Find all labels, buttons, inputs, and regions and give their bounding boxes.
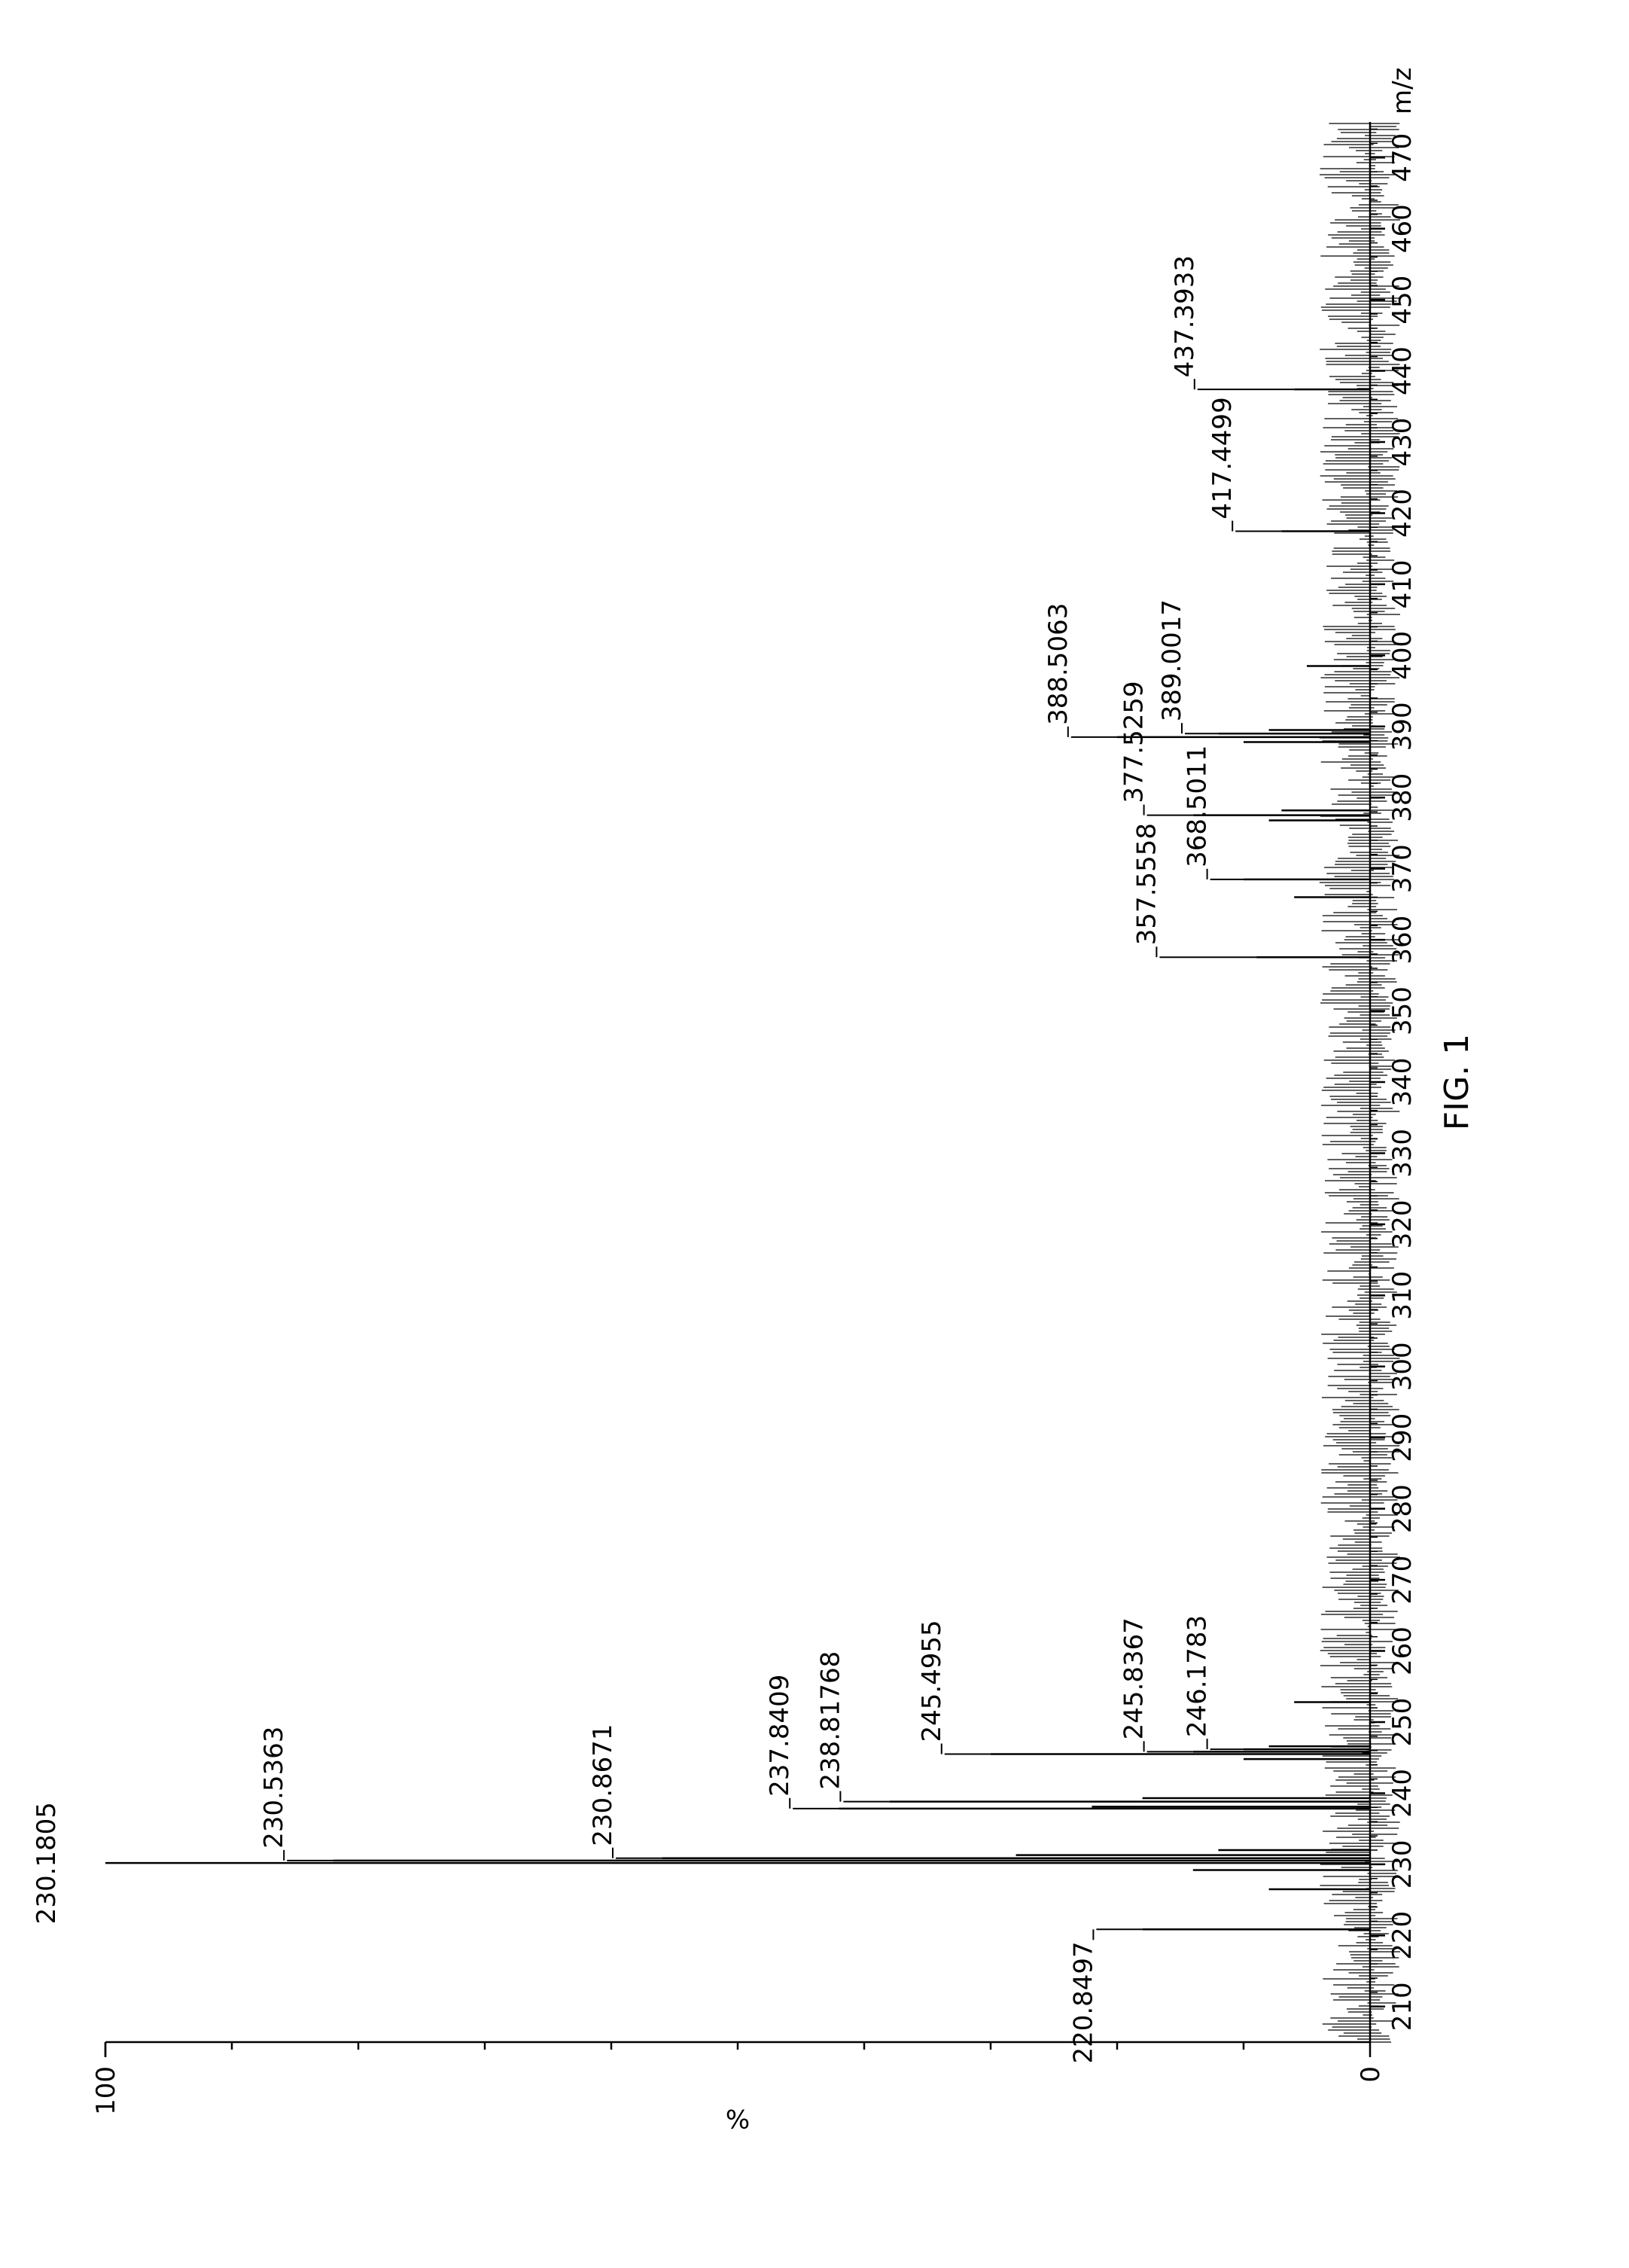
- peak-label: 230.5363: [259, 1727, 289, 1849]
- x-tick-label: 250: [1387, 1698, 1417, 1747]
- peak-label: 238.81768: [815, 1651, 845, 1790]
- peak-label: 245.4955: [917, 1620, 947, 1742]
- x-tick-label: 210: [1387, 1982, 1417, 2031]
- x-tick-label: 330: [1387, 1129, 1417, 1178]
- peak-label: 417.4499: [1207, 397, 1238, 519]
- x-tick-label: 290: [1387, 1413, 1417, 1462]
- peak-label: 230.8671: [588, 1724, 618, 1846]
- peak-label: 246.1783: [1183, 1615, 1213, 1737]
- x-tick-label: 460: [1387, 204, 1417, 253]
- x-tick-label: 310: [1387, 1271, 1417, 1320]
- x-tick-label: 230: [1387, 1840, 1417, 1888]
- mass-spectrum-figure: 0100%21022023024025026027028029030031032…: [0, 0, 1629, 2268]
- peak-label: 388.5063: [1043, 603, 1073, 725]
- x-tick-label: 380: [1387, 773, 1417, 822]
- labeled-peaks: 220.8497 230.1805 230.5363 230.8671 237.8409…: [32, 255, 1370, 2064]
- peak-label: 230.1805: [32, 1802, 62, 1924]
- x-tick-label: 260: [1387, 1626, 1417, 1675]
- peak-label: 357.5558: [1131, 823, 1162, 945]
- peak-label: 220.8497: [1068, 1941, 1098, 2063]
- x-tick-label: 340: [1387, 1058, 1417, 1107]
- peak-label: 368.5011: [1183, 745, 1213, 867]
- y-axis-label: %: [726, 2103, 750, 2133]
- peak-label: 437.3933: [1170, 255, 1200, 377]
- x-tick-label: 400: [1387, 631, 1417, 680]
- x-tick-label: 270: [1387, 1556, 1417, 1605]
- peak-label: 237.8409: [765, 1675, 795, 1797]
- x-tick-label: 410: [1387, 559, 1417, 608]
- x-tick-label: 320: [1387, 1200, 1417, 1248]
- y-tick-label: 0: [1356, 2066, 1386, 2083]
- peak-label: 377.5259: [1119, 681, 1149, 803]
- x-axis-label: m/z: [1387, 68, 1417, 114]
- x-tick-label: 280: [1387, 1484, 1417, 1533]
- figure-caption: FIG. 1: [1438, 1034, 1476, 1130]
- x-tick-label: 370: [1387, 844, 1417, 893]
- x-tick-label: 350: [1387, 986, 1417, 1035]
- axes: 0100%21022023024025026027028029030031032…: [91, 68, 1417, 2133]
- peak-label: 245.8367: [1119, 1617, 1149, 1739]
- peak-label: 389.0017: [1157, 599, 1187, 721]
- x-tick-label: 450: [1387, 276, 1417, 325]
- x-tick-label: 430: [1387, 418, 1417, 467]
- y-tick-label: 100: [91, 2066, 121, 2115]
